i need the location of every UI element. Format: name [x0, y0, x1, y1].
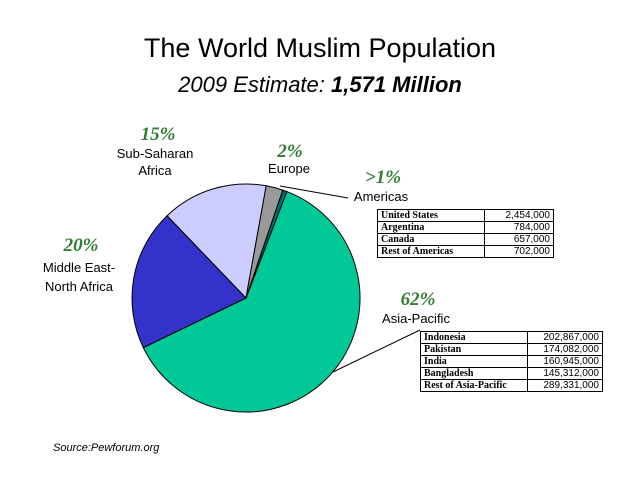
- region-label-asia-pacific: Asia-Pacific: [382, 311, 450, 326]
- table-row: United States 2,454,000: [377, 209, 555, 222]
- pie-slice-americas: [245, 189, 288, 299]
- table-cell-country: Indonesia: [419, 331, 529, 344]
- pie-slice-middle-east-north-africa: [131, 215, 247, 349]
- region-label-sub-saharan-line2: Africa: [138, 163, 172, 178]
- table-cell-country: Rest of Americas: [377, 245, 485, 258]
- pct-label-americas: >1%: [365, 167, 401, 188]
- pie-slice-sub-saharan-africa: [166, 183, 267, 300]
- table-cell-country: Bangladesh: [419, 367, 529, 380]
- subtitle-prefix: 2009 Estimate:: [178, 72, 325, 97]
- table-row: Canada 657,000: [377, 233, 555, 246]
- table-cell-country: Pakistan: [419, 343, 529, 356]
- table-cell-value: 784,000: [483, 221, 555, 234]
- pct-label-asia-pacific: 62%: [401, 289, 436, 310]
- chart-subtitle: 2009 Estimate: 1,571 Million: [0, 72, 640, 98]
- region-label-sub-saharan-line1: Sub-Saharan: [117, 146, 194, 161]
- table-row: Argentina 784,000: [377, 221, 555, 234]
- table-cell-country: Argentina: [377, 221, 485, 234]
- region-label-americas: Americas: [354, 189, 409, 204]
- table-cell-value: 657,000: [483, 233, 555, 246]
- table-cell-country: United States: [377, 209, 485, 222]
- table-row: India 160,945,000: [419, 355, 603, 368]
- table-cell-country: Canada: [377, 233, 485, 246]
- table-cell-value: 702,000: [483, 245, 555, 258]
- region-label-mena-line2: North Africa: [45, 279, 114, 294]
- pie-slice-asia-pacific: [142, 190, 361, 413]
- pie-slices: [131, 183, 361, 413]
- region-label-mena-line1: Middle East-: [43, 260, 115, 275]
- table-row: Bangladesh 145,312,000: [419, 367, 603, 380]
- asia-pacific-table: Indonesia 202,867,000 Pakistan 174,082,000…: [419, 331, 603, 392]
- table-cell-value: 2,454,000: [483, 209, 555, 222]
- subtitle-total: 1,571 Million: [331, 72, 462, 97]
- pct-label-sub-saharan: 15%: [141, 124, 176, 145]
- chart-title: The World Muslim Population: [143, 33, 497, 63]
- table-row: Rest of Americas 702,000: [377, 245, 555, 258]
- source-note: Source:Pewforum.org: [53, 442, 160, 454]
- table-cell-value: 160,945,000: [527, 355, 603, 368]
- region-label-europe: Europe: [268, 161, 310, 176]
- table-cell-country: India: [419, 355, 529, 368]
- table-row: Rest of Asia-Pacific 289,331,000: [419, 379, 603, 392]
- americas-table: United States 2,454,000 Argentina 784,000 …: [377, 209, 555, 258]
- table-row: Indonesia 202,867,000: [419, 331, 603, 344]
- table-cell-value: 202,867,000: [527, 331, 603, 344]
- table-cell-value: 145,312,000: [527, 367, 603, 380]
- table-cell-value: 174,082,000: [527, 343, 603, 356]
- pct-label-europe: 2%: [276, 141, 302, 162]
- americas-leader-line: [279, 185, 349, 199]
- table-cell-value: 289,331,000: [527, 379, 603, 392]
- leader-lines: [279, 185, 421, 373]
- pct-label-mena: 20%: [63, 235, 99, 256]
- asia-pacific-leader-line: [332, 329, 421, 373]
- table-row: Pakistan 174,082,000: [419, 343, 603, 356]
- table-cell-country: Rest of Asia-Pacific: [419, 379, 529, 392]
